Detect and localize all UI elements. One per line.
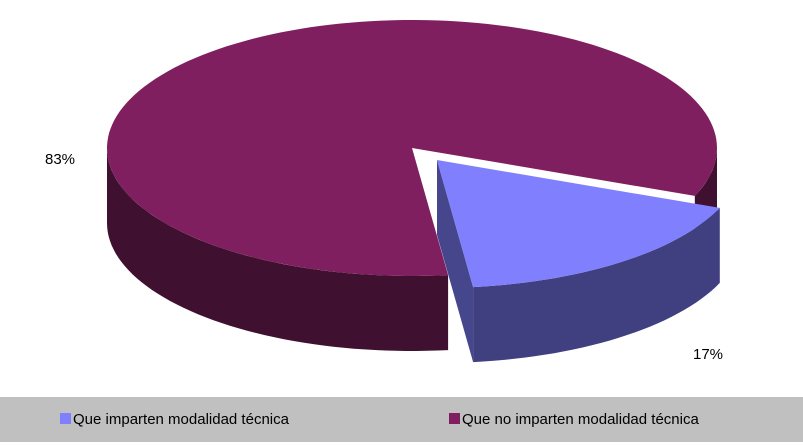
slice-edge [437,160,474,363]
legend-background [0,397,803,442]
slice-side [473,207,720,363]
slice-side [107,148,449,351]
legend-swatch [60,413,71,424]
legend-label: Que no imparten modalidad técnica [462,411,699,428]
slice [437,160,720,288]
data-label: 17% [693,346,723,363]
data-label: 83% [45,151,75,168]
legend-label: Que imparten modalidad técnica [73,411,290,428]
legend-swatch [449,413,460,424]
slice [107,20,717,276]
